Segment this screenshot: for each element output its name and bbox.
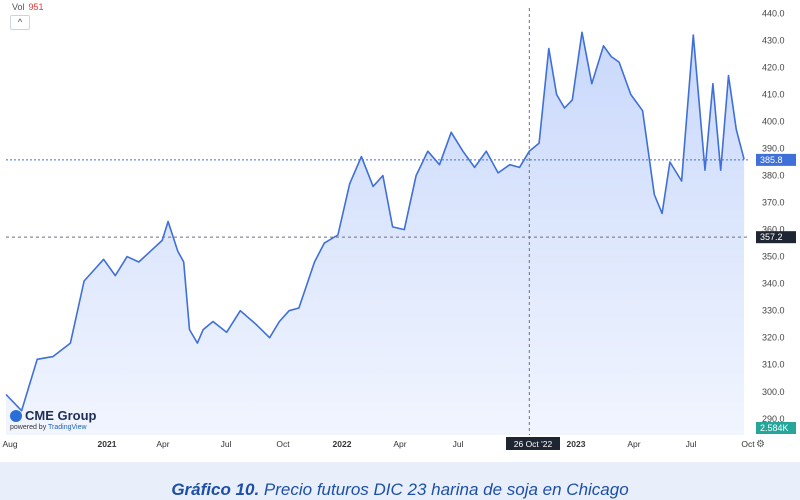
gear-icon[interactable]: ⚙: [756, 439, 765, 450]
x-tick-label: Jul: [686, 439, 697, 449]
brand-name: CME Group: [25, 408, 97, 423]
x-tick-label: 2023: [567, 439, 586, 449]
y-tick-label: 420.0: [762, 62, 785, 72]
last-price-label: 385.8: [760, 155, 783, 165]
y-axis: 440.0 430.0 420.0 410.0 400.0 390.0 380.0 370.0…: [748, 0, 800, 462]
crosshair-price-tag: [756, 231, 796, 244]
x-tick-label: Jul: [221, 439, 232, 449]
volume-value: 951: [28, 2, 44, 12]
x-tick-label: Aug: [2, 439, 17, 449]
tradingview-name: TradingView: [48, 424, 87, 431]
y-tick-label: 290.0: [762, 414, 785, 424]
price-area: [6, 32, 745, 436]
price-chart[interactable]: 440.0 430.0 420.0 410.0 400.0 390.0 380.0 370.0…: [0, 0, 800, 462]
x-tick-label: Oct: [276, 439, 290, 449]
volume-readout: Vol 951: [12, 2, 44, 12]
chart-panel: 440.0 430.0 420.0 410.0 400.0 390.0 380.0 370.0…: [0, 0, 800, 462]
volume-label: 2.584K: [760, 423, 789, 433]
volume-tag: [756, 422, 796, 434]
y-tick-label: 400.0: [762, 117, 785, 127]
crosshair-price-label: 357.2: [760, 232, 783, 242]
x-tick-label: 2021: [98, 439, 117, 449]
y-tick-label: 430.0: [762, 35, 785, 45]
price-line: [5, 31, 745, 412]
caption-prefix: Gráfico 10.: [171, 480, 260, 499]
powered-by-label: powered by: [10, 424, 47, 431]
y-tick-label: 330.0: [762, 306, 785, 316]
y-tick-label: 340.0: [762, 279, 785, 289]
caption-text: Precio futuros DIC 23 harina de soja en …: [259, 480, 629, 499]
x-tick-label: Apr: [627, 439, 640, 449]
y-tick-label: 360.0: [762, 225, 785, 235]
y-tick-label: 300.0: [762, 387, 785, 397]
cme-globe-icon: [10, 409, 22, 422]
y-tick-label: 320.0: [762, 333, 785, 343]
y-tick-label: 380.0: [762, 171, 785, 181]
x-tick-label: 2022: [333, 439, 352, 449]
collapse-button[interactable]: ^: [10, 15, 30, 30]
x-tick-label: Apr: [393, 439, 406, 449]
x-tick-label: Jul: [453, 439, 464, 449]
x-tick-label: Oct: [741, 439, 755, 449]
x-axis: Aug 2021 Apr Jul Oct 2022 Apr Jul 26 Oct '22 2023…: [2, 437, 755, 450]
y-tick-label: 390.0: [762, 144, 785, 154]
figure-caption: Gráfico 10. Precio futuros DIC 23 harina…: [0, 480, 800, 500]
y-tick-label: 410.0: [762, 89, 785, 99]
crosshair-date-tag: [506, 437, 560, 450]
volume-label: Vol: [12, 2, 25, 12]
x-tick-label: Apr: [156, 439, 169, 449]
y-tick-label: 440.0: [762, 8, 785, 18]
crosshair-date-label: 26 Oct '22: [514, 439, 553, 449]
y-tick-label: 310.0: [762, 360, 785, 370]
cme-logo: CME Group powered by TradingView: [10, 408, 97, 431]
y-tick-label: 370.0: [762, 198, 785, 208]
y-tick-label: 350.0: [762, 252, 785, 262]
last-price-tag: [756, 153, 796, 166]
